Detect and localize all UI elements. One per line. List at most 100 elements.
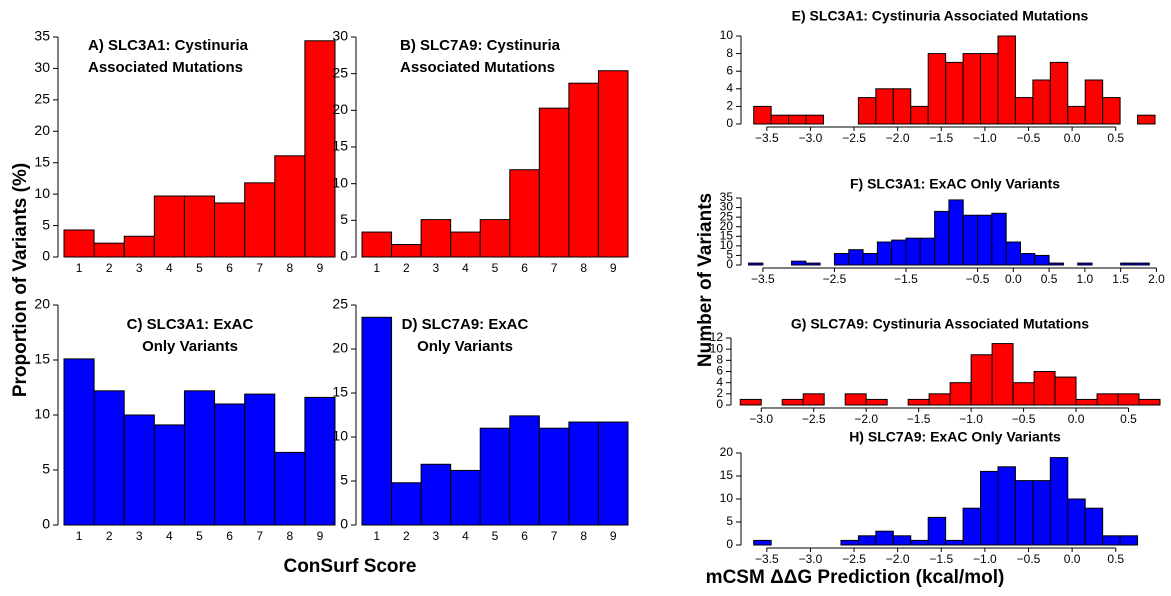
y-tick-label: 0	[340, 516, 348, 532]
x-tick-label: 5	[492, 529, 499, 543]
x-tick-label: −3.5	[755, 552, 779, 566]
x-tick-label: 0.5	[1107, 552, 1124, 566]
x-tick-label: −2.5	[823, 272, 847, 286]
y-tick-label: 5	[726, 514, 733, 528]
x-tick-label: −2.5	[802, 412, 826, 426]
y-tick-label: 15	[720, 468, 734, 482]
x-tick-label: −2.5	[842, 552, 866, 566]
x-tick-label: 2	[403, 261, 410, 275]
x-tick-label: 7	[551, 529, 558, 543]
chart-title: Only Variants	[142, 338, 238, 355]
bar	[1014, 480, 1034, 546]
x-tick-label: −0.5	[1017, 131, 1041, 145]
bar	[865, 398, 888, 406]
bar	[805, 114, 825, 125]
x-tick-label: 7	[256, 261, 263, 275]
bar	[1102, 535, 1121, 546]
bar	[805, 262, 821, 266]
x-tick-label: 0.0	[1064, 131, 1081, 145]
x-tick-label: 9	[610, 529, 617, 543]
right-y-label: Number of Variants	[695, 193, 716, 367]
y-tick-label: 25	[332, 64, 348, 80]
bar	[93, 242, 125, 258]
y-tick-label: 20	[720, 445, 734, 459]
y-tick-label: 35	[34, 28, 50, 44]
y-tick-label: 10	[720, 491, 734, 505]
y-tick-label: 10	[332, 428, 348, 444]
bar	[997, 35, 1016, 125]
bar	[892, 88, 912, 125]
x-tick-label: 1	[76, 261, 83, 275]
y-tick-label: 6	[716, 364, 723, 378]
bar	[1138, 398, 1161, 406]
bar	[361, 316, 393, 526]
y-tick-label: 5	[340, 472, 348, 488]
y-tick-label: 0	[726, 257, 733, 271]
bar	[945, 539, 964, 546]
left-x-label: ConSurf Score	[283, 556, 416, 577]
y-tick-label: 20	[332, 101, 348, 117]
bar	[479, 427, 511, 526]
bar	[857, 97, 877, 125]
x-tick-label: −2.5	[842, 131, 866, 145]
bar	[907, 398, 930, 406]
x-tick-label: 8	[286, 261, 293, 275]
bar	[1034, 254, 1050, 266]
bar	[1120, 262, 1136, 266]
bar	[802, 393, 825, 406]
bar	[509, 169, 540, 258]
x-tick-label: −3.5	[751, 272, 775, 286]
y-tick-label: 25	[720, 209, 734, 223]
y-tick-label: 5	[340, 211, 348, 227]
bar	[875, 88, 894, 125]
bar	[1067, 498, 1086, 546]
x-tick-label: 2	[403, 529, 410, 543]
bar	[538, 107, 570, 258]
y-tick-label: 30	[332, 28, 348, 44]
x-tick-label: 1	[76, 529, 83, 543]
bar	[840, 539, 859, 546]
x-tick-label: 2.0	[1148, 272, 1165, 286]
x-tick-label: −3.0	[799, 552, 823, 566]
bar	[949, 382, 972, 406]
x-tick-label: 9	[317, 261, 324, 275]
x-tick-label: −1.5	[929, 552, 953, 566]
chart-title: A) SLC3A1: Cystinuria	[88, 37, 249, 54]
bar	[962, 507, 982, 546]
bar	[1137, 114, 1156, 125]
x-tick-label: 1	[373, 529, 380, 543]
bar	[597, 70, 629, 258]
bar	[970, 354, 993, 406]
x-tick-label: 5	[196, 529, 203, 543]
bar	[1048, 262, 1064, 266]
x-tick-label: 0.5	[1120, 412, 1137, 426]
chart-title: E) SLC3A1: Cystinuria Associated Mutatio…	[792, 8, 1089, 24]
y-tick-label: 0	[42, 248, 50, 264]
x-tick-label: 3	[136, 261, 143, 275]
bar	[361, 231, 393, 258]
bar	[63, 358, 95, 526]
y-tick-label: 5	[42, 461, 50, 477]
bar	[844, 393, 867, 406]
x-tick-label: 5	[492, 261, 499, 275]
left-y-label: Proportion of Variants (%)	[10, 163, 31, 397]
x-tick-label: 6	[226, 261, 233, 275]
x-tick-label: 0.0	[1068, 412, 1085, 426]
y-tick-label: 20	[720, 219, 734, 233]
bar	[1134, 262, 1150, 266]
y-tick-label: 15	[332, 138, 348, 154]
x-tick-label: 3	[433, 261, 440, 275]
x-tick-label: −1.5	[929, 131, 953, 145]
y-tick-label: 6	[726, 63, 733, 77]
y-tick-label: 10	[720, 28, 734, 42]
bar	[945, 61, 964, 125]
y-tick-label: 25	[34, 91, 50, 107]
y-tick-label: 15	[34, 153, 50, 169]
bar	[892, 535, 912, 546]
bar	[153, 195, 185, 258]
bar	[1033, 371, 1056, 406]
x-tick-label: 5	[196, 261, 203, 275]
bar	[934, 210, 950, 266]
bar	[919, 237, 936, 266]
